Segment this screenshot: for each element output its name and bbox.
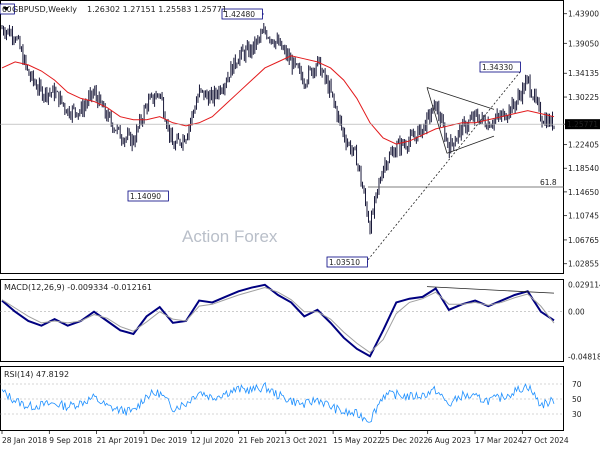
x-axis-tick-label: 21 Apr 2019 (97, 436, 144, 445)
macd-title: MACD(12,26,9) -0.009334 -0.012161 (4, 283, 152, 292)
price-axis-tick-label: 1.34135 (568, 69, 599, 78)
triangle-left-line (426, 87, 448, 154)
watermark: Action Forex (182, 227, 278, 246)
price-axis-tick-label: 1.18540 (568, 164, 599, 173)
x-axis-tick-label: 12 Jul 2020 (191, 436, 234, 445)
x-axis-tick-label: 9 Sep 2018 (49, 436, 92, 445)
price-annotation-label: 1.42480 (224, 10, 255, 19)
chart-ohlc: 1.26302 1.27151 1.25583 1.25771 (87, 5, 227, 14)
rsi-axis-tick-label: 30 (572, 410, 582, 419)
macd-layer (0, 283, 564, 358)
price-axis-tick-label: 1.14650 (568, 188, 599, 197)
macd-divergence-line (426, 286, 555, 294)
rsi-layer (0, 381, 564, 423)
x-axis-tick-label: 15 May 2022 (333, 436, 382, 445)
chart-symbol: GBPUSD,Weekly (12, 5, 77, 14)
rsi-axis-tick-label: 50 (572, 395, 582, 404)
price-axis-tick-label: 1.22405 (568, 141, 599, 150)
rsi-title: RSI(14) 47.8192 (4, 370, 69, 379)
rsi-axis-tick-label: 70 (572, 380, 582, 389)
axis-layer: 1.43900 1.39050 1.34135 1.30225 1.25771 1.224… (1, 10, 600, 445)
triangle-lower-line (446, 135, 495, 154)
rsi-panel-frame (0, 366, 564, 431)
dropdown-triangle-icon[interactable] (3, 7, 9, 11)
fib-618-label: 61.8 (540, 178, 557, 187)
price-axis-tick-label: 1.39050 (568, 39, 599, 48)
macd-signal-line (1, 287, 555, 354)
x-axis-tick-label: 17 Mar 2024 (475, 436, 523, 445)
x-axis-tick-label: 1 Dec 2019 (144, 436, 187, 445)
macd-axis-tick-label: -0.048189 (568, 352, 600, 361)
price-annotation-label: 1.14090 (130, 192, 161, 201)
triangle-upper-line (426, 87, 495, 110)
macd-axis-tick-label: 0.029114 (568, 281, 600, 290)
x-axis-tick-label: 25 Dec 2022 (380, 436, 428, 445)
x-axis-tick-label: 28 Jan 2018 (2, 436, 47, 445)
price-axis-tick-label: 1.02855 (568, 260, 599, 269)
dashed-trendline (367, 71, 521, 261)
price-axis-tick-label: 1.43900 (568, 10, 599, 19)
sma-line (1, 55, 555, 145)
x-axis-tick-label: 27 Oct 2024 (522, 436, 569, 445)
last-price-tag (565, 119, 600, 130)
rsi-line (1, 381, 555, 423)
price-axis-tick-label: 1.06765 (568, 236, 599, 245)
x-axis-tick-label: 3 Oct 2021 (286, 436, 328, 445)
macd-axis-tick-label: 0.00 (568, 308, 585, 317)
price-annotation-label: 1.34330 (482, 63, 513, 72)
price-annotation-label: 1.03510 (329, 258, 360, 267)
price-axis-tick-label: 1.10745 (568, 212, 599, 221)
price-axis-tick-label: 1.30225 (568, 93, 599, 102)
price-axis-tick-label: 1.25771 (567, 120, 598, 129)
x-axis-tick-label: 6 Aug 2023 (428, 436, 471, 445)
x-axis-tick-label: 21 Feb 2021 (239, 436, 286, 445)
macd-panel-frame (0, 279, 564, 362)
